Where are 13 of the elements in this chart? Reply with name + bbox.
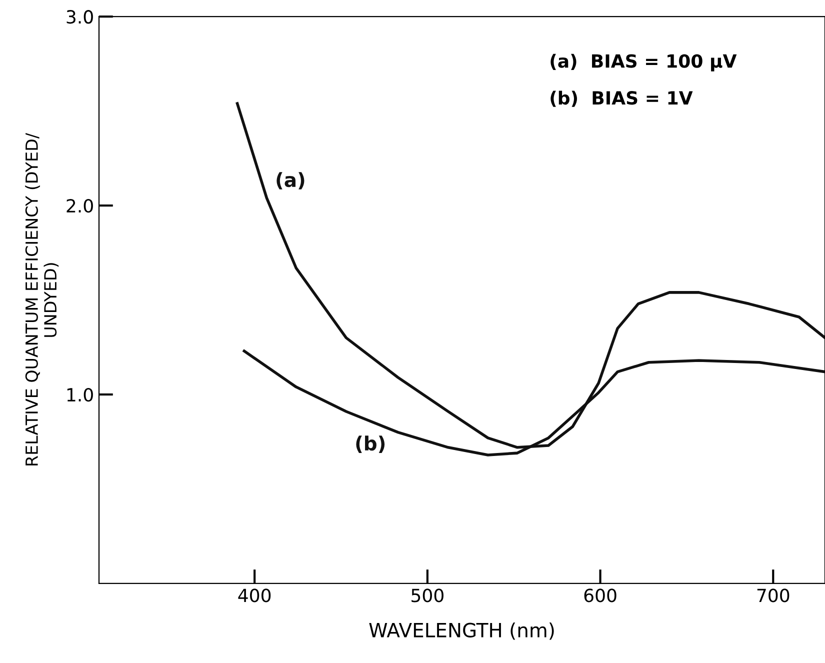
x-axis-title: WAVELENGTH (nm) xyxy=(369,622,554,640)
series-label: (b) xyxy=(356,436,385,453)
x-tick-label: 500 xyxy=(412,588,444,602)
x-tick-label: 400 xyxy=(238,588,271,602)
series-label: (a) xyxy=(276,172,304,190)
y-tick-label: 1.0 xyxy=(67,388,93,402)
y-tick-label: 2.0 xyxy=(66,198,93,213)
y-tick-label: 3.0 xyxy=(66,10,93,24)
y-axis-title: RELATIVE QUANTUM EFFICIENCY (DYED/ UNDYED) xyxy=(25,132,59,466)
annotation: (b) BIAS = 1V xyxy=(550,90,693,107)
x-tick-label: 700 xyxy=(757,588,790,602)
x-tick-label: 600 xyxy=(584,588,616,602)
annotation: (a) BIAS = 100 μV xyxy=(550,54,737,72)
